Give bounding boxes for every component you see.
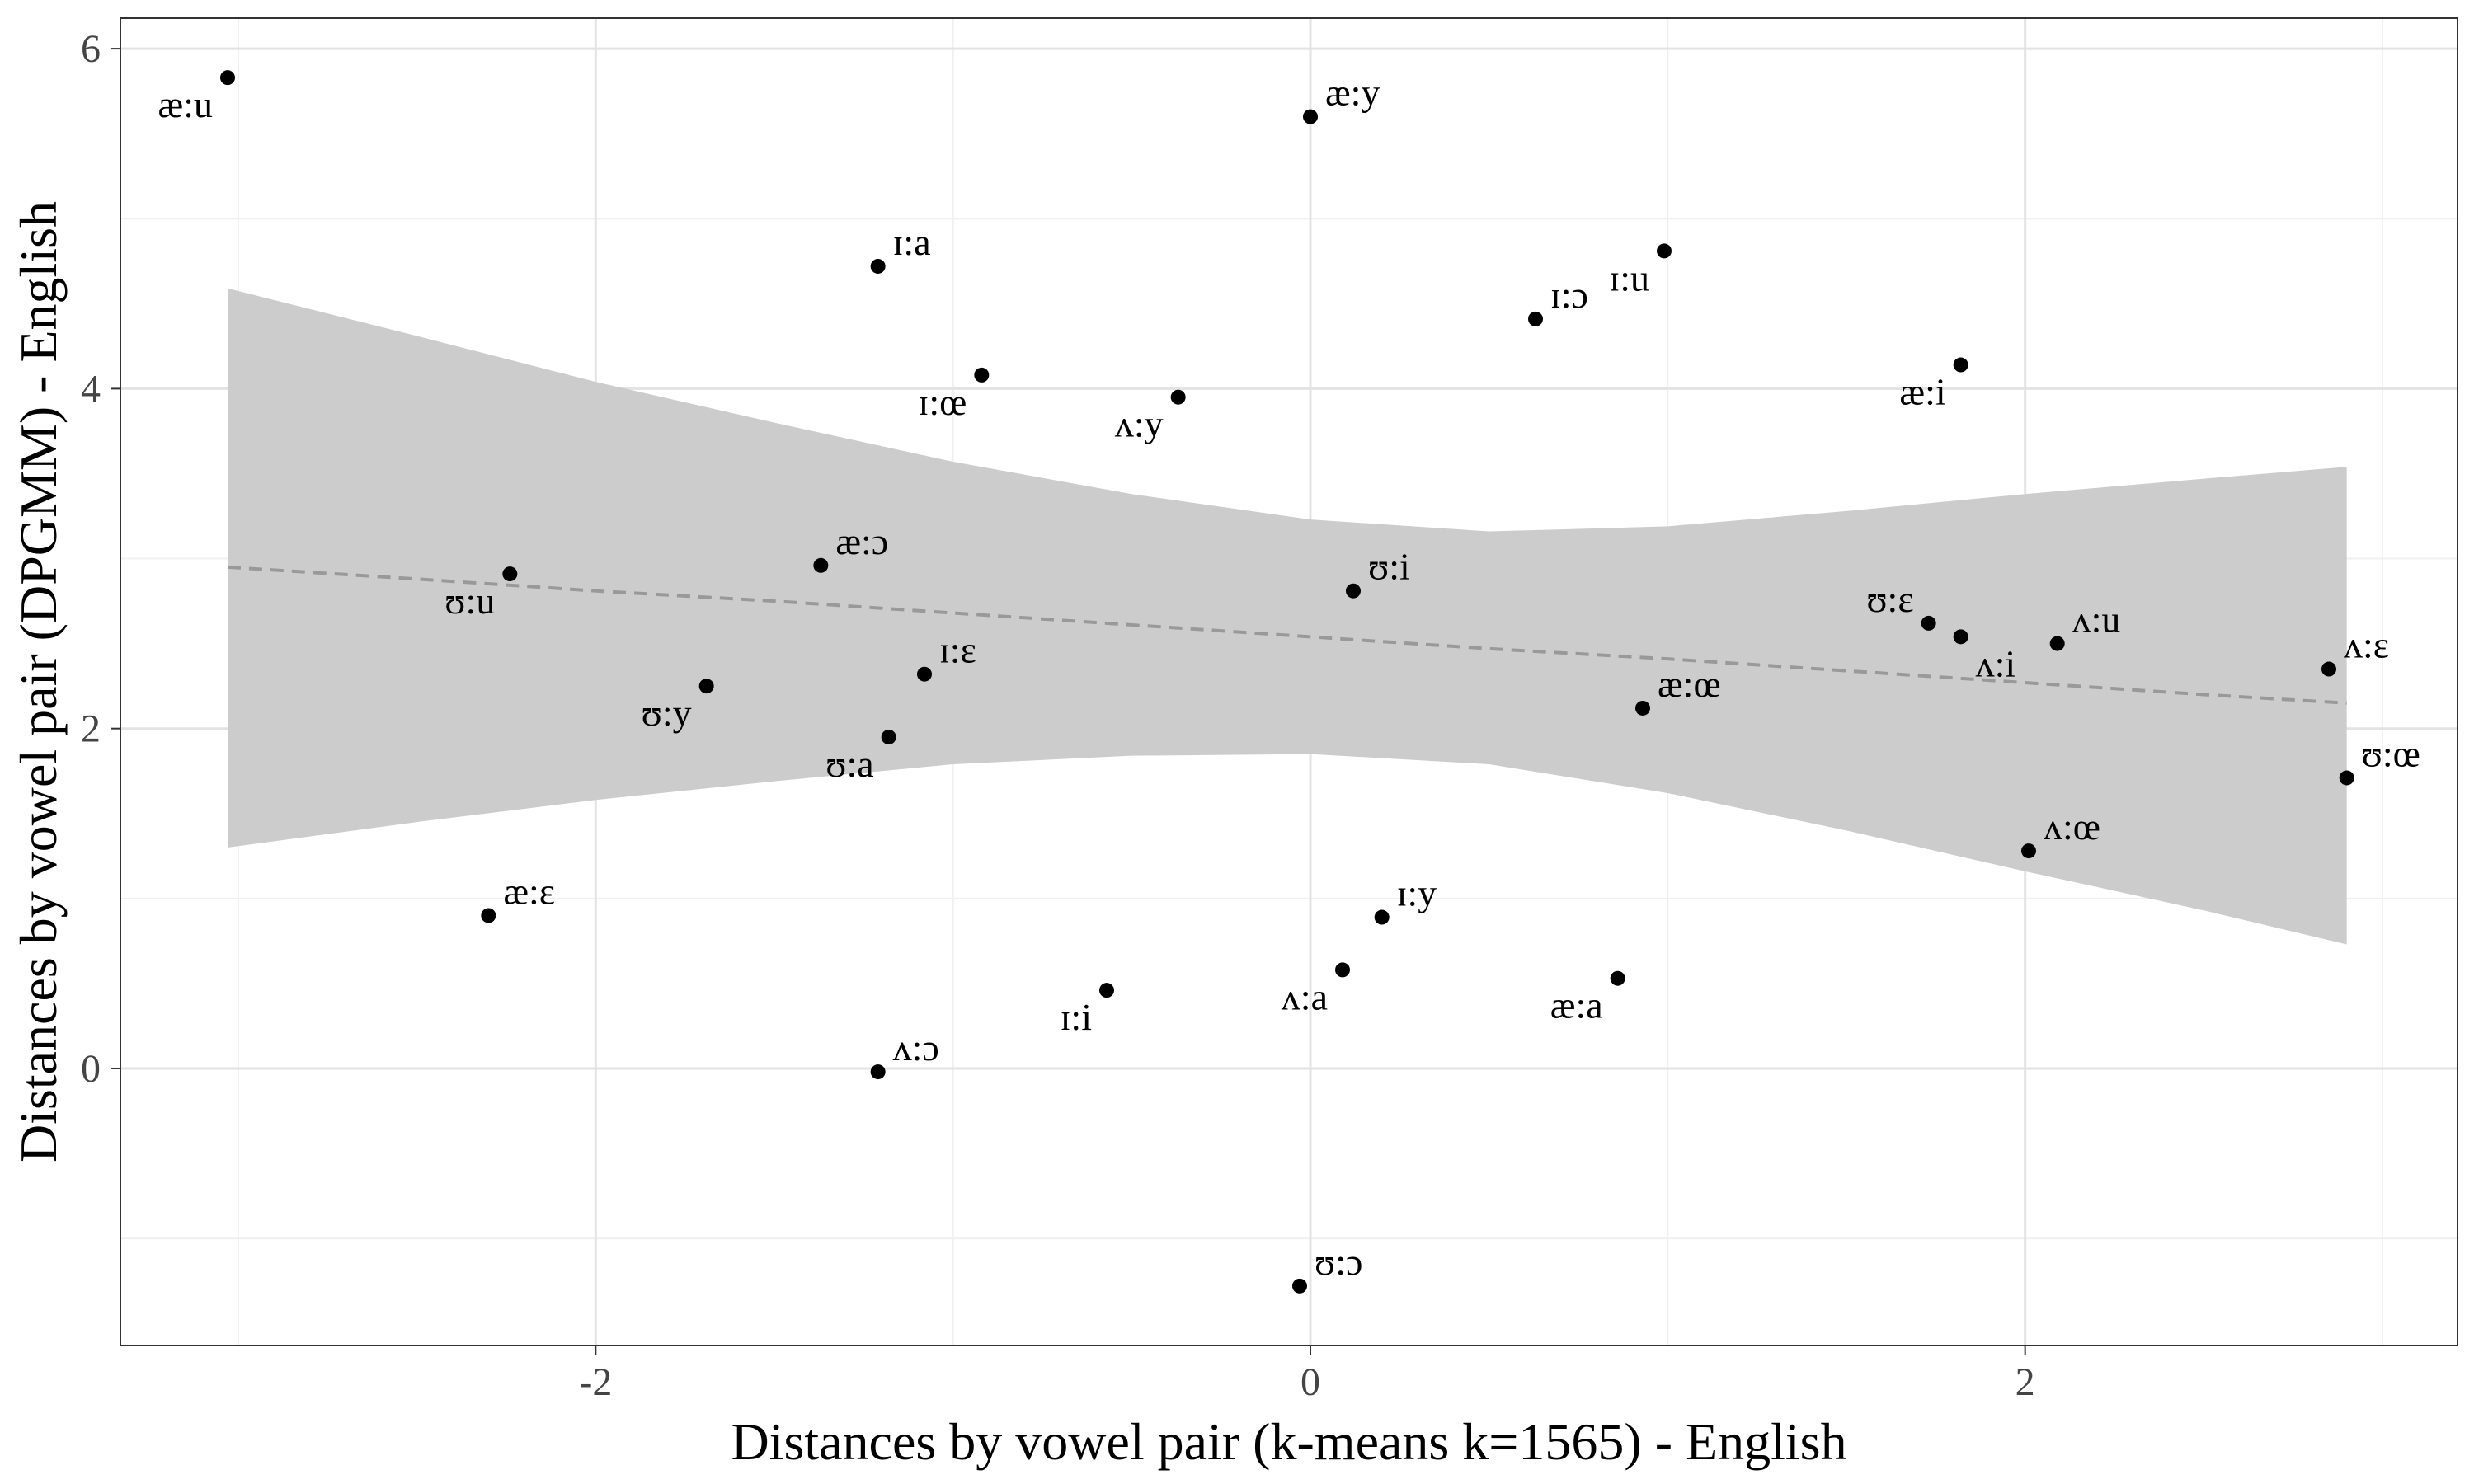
data-point	[2049, 636, 2065, 651]
data-point-label: ɪ:ɛ	[939, 629, 976, 671]
data-point	[917, 666, 932, 682]
plot-panel-border	[120, 17, 2458, 1346]
data-point	[502, 566, 518, 582]
data-point-label: æ:ɔ	[835, 520, 888, 562]
data-point-label: ɪ:y	[1397, 872, 1437, 914]
data-point	[2339, 770, 2354, 786]
data-point	[1635, 700, 1650, 716]
data-point-label: ʌ:a	[1282, 975, 1328, 1017]
data-point	[2321, 661, 2336, 677]
data-point	[1953, 629, 1968, 645]
data-point	[881, 729, 896, 744]
trend-line	[227, 565, 2347, 705]
data-point-label: æ:ɛ	[503, 870, 555, 912]
data-point	[813, 557, 829, 573]
data-point-label: ʌ:ɛ	[2344, 624, 2389, 666]
data-point	[1374, 909, 1390, 925]
data-point-label: ɪ:œ	[919, 381, 967, 423]
x-tick-label: -2	[579, 1360, 612, 1404]
data-point-label: æ:a	[1550, 984, 1603, 1026]
data-point-label: æ:u	[158, 83, 213, 125]
data-point-label: ɪ:ɔ	[1550, 274, 1588, 316]
x-axis-ticks: -2 0 2	[579, 1345, 2035, 1404]
data-point	[1335, 962, 1350, 978]
data-point	[220, 70, 235, 86]
data-point	[1657, 243, 1672, 259]
y-axis-title: Distances by vowel pair (DPGMM) - Englis…	[9, 201, 68, 1162]
data-point	[1953, 357, 1968, 373]
data-point-label: ʊ:ɔ	[1315, 1241, 1362, 1283]
data-point	[870, 258, 886, 274]
data-point	[2021, 843, 2036, 859]
data-point-label: ʌ:œ	[2044, 805, 2100, 848]
data-point-label: ɪ:a	[893, 221, 931, 263]
data-point	[1170, 389, 1186, 405]
data-point	[1528, 311, 1543, 326]
data-point	[1099, 983, 1114, 998]
data-point	[698, 679, 714, 694]
confidence-ribbon	[228, 288, 2347, 945]
x-tick-label: 0	[1300, 1360, 1320, 1404]
data-point-label: ʊ:ɛ	[1866, 578, 1913, 620]
data-point	[974, 367, 990, 383]
data-point	[1921, 615, 1936, 631]
y-tick-label: 6	[81, 27, 101, 71]
y-tick-label: 4	[81, 367, 101, 411]
data-point	[1303, 109, 1318, 124]
data-point-label: æ:œ	[1658, 663, 1721, 705]
data-point	[481, 908, 496, 923]
data-point-label: æ:y	[1325, 72, 1380, 114]
data-point-label: ʊ:œ	[2362, 732, 2420, 774]
data-point-label: ʊ:a	[825, 743, 873, 785]
data-point	[1610, 970, 1625, 986]
data-point-label: ɪ:i	[1061, 996, 1092, 1038]
data-point-label: æ:i	[1899, 371, 1945, 413]
data-points	[220, 70, 2354, 1294]
data-point-label: ʌ:ɔ	[893, 1026, 939, 1068]
data-point	[870, 1064, 886, 1080]
y-axis-ticks: 0 2 4 6	[81, 27, 120, 1091]
data-point-label: ʊ:i	[1368, 546, 1410, 588]
data-point-label: ɪ:u	[1609, 256, 1649, 298]
data-point-label: ʌ:y	[1115, 403, 1164, 445]
x-axis-title: Distances by vowel pair (k-means k=1565)…	[731, 1412, 1846, 1471]
data-point-label: ʊ:u	[444, 580, 495, 622]
data-point	[1346, 583, 1361, 599]
data-point-label: ʌ:u	[2072, 599, 2121, 641]
data-point	[1292, 1278, 1307, 1294]
data-point-label: ʊ:y	[642, 692, 692, 734]
y-tick-label: 2	[81, 707, 101, 751]
data-point-labels: æ:u æ:y ɪ:a ɪ:u ɪ:ɔ ɪ:œ ʌ:y æ:i ʊ:u æ:ɔ ʊ:i ʊ:ɛ ʌ:i ʌ…	[158, 72, 2420, 1283]
x-tick-label: 2	[2015, 1360, 2035, 1404]
y-tick-label: 0	[81, 1047, 101, 1091]
data-point-label: ʌ:i	[1976, 642, 2016, 684]
